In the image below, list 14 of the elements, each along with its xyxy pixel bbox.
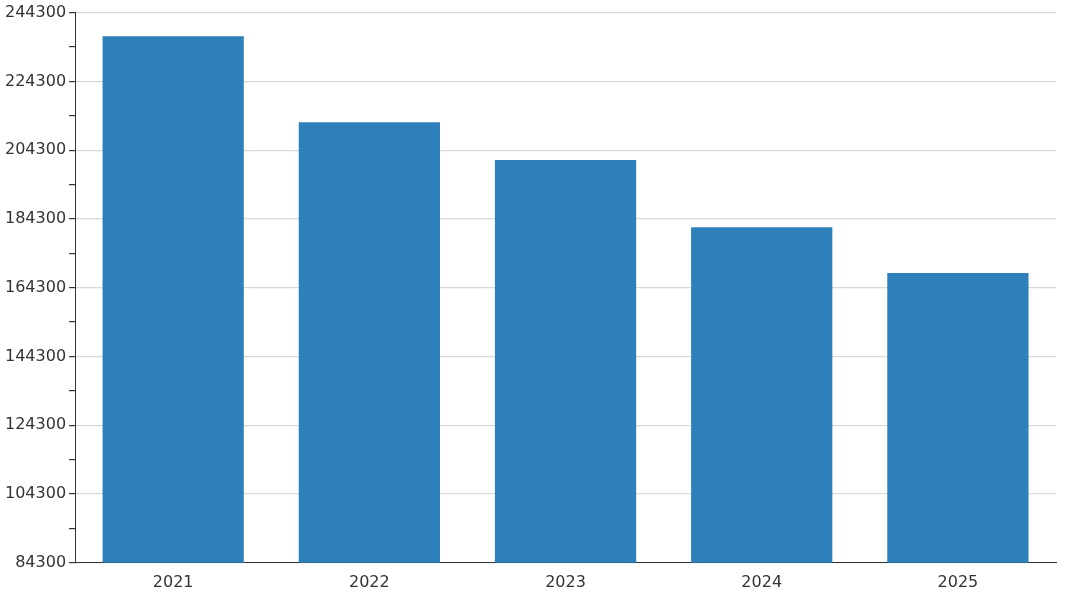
x-tick-label: 2025 [937,571,979,591]
y-tick-label: 244300 [5,1,67,21]
y-tick-label: 184300 [5,208,67,228]
x-tick-label: 2023 [545,571,586,591]
x-tick-label: 2022 [349,571,390,591]
x-tick-label: 2024 [741,571,783,591]
y-tick-label: 124300 [5,414,67,434]
x-tick-label: 2021 [152,571,194,591]
y-tick-label: 144300 [5,345,67,365]
y-tick-label: 104300 [5,483,67,503]
y-tick-label: 84300 [15,551,67,571]
y-tick-label: 204300 [5,139,67,159]
y-tick-label: 224300 [5,70,67,90]
y-tick-label: 164300 [5,276,67,296]
